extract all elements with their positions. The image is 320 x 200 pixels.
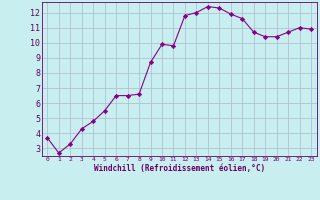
X-axis label: Windchill (Refroidissement éolien,°C): Windchill (Refroidissement éolien,°C) xyxy=(94,164,265,173)
